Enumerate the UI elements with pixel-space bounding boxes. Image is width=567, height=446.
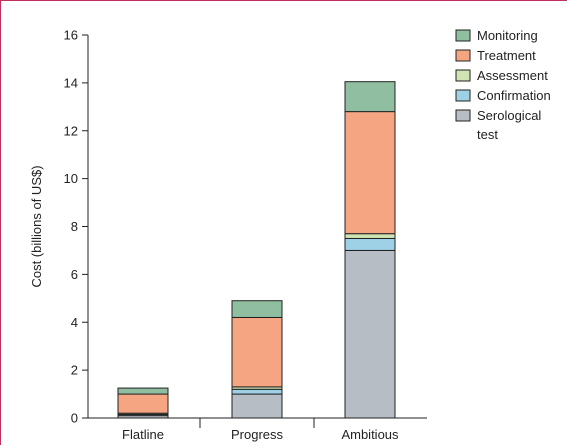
y-tick-label: 10 bbox=[64, 171, 78, 186]
y-tick-label: 16 bbox=[64, 28, 78, 43]
bar-segment bbox=[231, 393, 283, 419]
y-tick-label: 12 bbox=[64, 123, 78, 138]
y-tick-label: 14 bbox=[64, 75, 78, 90]
bar-segment bbox=[344, 237, 396, 251]
legend-swatch bbox=[455, 109, 471, 122]
legend-swatch bbox=[455, 49, 471, 62]
bar-segment bbox=[344, 111, 396, 235]
x-tick-label: Flatline bbox=[122, 427, 164, 442]
bar-segment bbox=[231, 388, 283, 395]
x-tick-label: Ambitious bbox=[341, 427, 399, 442]
legend-label: Serological bbox=[477, 108, 541, 123]
bar-segment bbox=[231, 316, 283, 388]
legend-label: Assessment bbox=[477, 68, 548, 83]
y-tick-label: 0 bbox=[71, 411, 78, 426]
legend-label: Monitoring bbox=[477, 28, 538, 43]
bar-segment bbox=[344, 233, 396, 239]
bar-segment bbox=[117, 387, 169, 395]
y-tick-label: 2 bbox=[71, 363, 78, 378]
legend-swatch bbox=[455, 69, 471, 82]
bar-segment bbox=[344, 249, 396, 419]
legend-swatch bbox=[455, 89, 471, 102]
legend-label: Treatment bbox=[477, 48, 536, 63]
legend: Monitoring Treatment Assessment Confirmatio… bbox=[455, 28, 551, 142]
bar-segment bbox=[344, 81, 396, 113]
y-tick-label: 4 bbox=[71, 315, 78, 330]
y-tick-label: 8 bbox=[71, 219, 78, 234]
y-tick-label: 6 bbox=[71, 267, 78, 282]
x-tick-label: Progress bbox=[231, 427, 284, 442]
legend-swatch bbox=[455, 29, 471, 42]
legend-label-continued: test bbox=[477, 127, 498, 142]
y-axis-title: Cost (billions of US$) bbox=[29, 165, 44, 287]
plot-area: 0 2 4 6 8 10 12 14 16 Cost (billions of US$) Flatl… bbox=[29, 28, 427, 442]
bar-segment bbox=[231, 300, 283, 318]
bar-segment bbox=[117, 393, 169, 414]
legend-label: Confirmation bbox=[477, 88, 551, 103]
